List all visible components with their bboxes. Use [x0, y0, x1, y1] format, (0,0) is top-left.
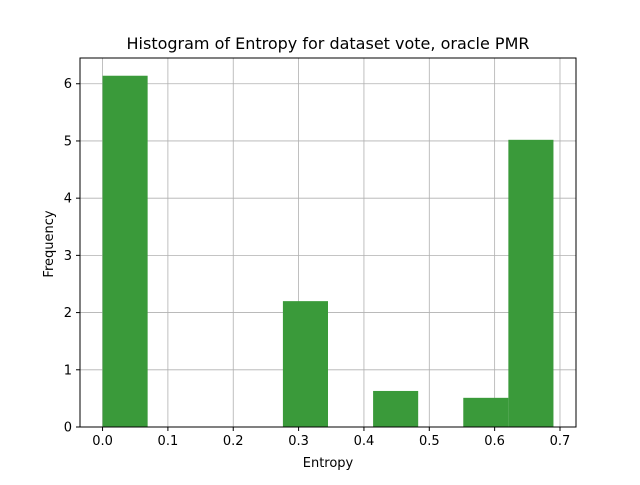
x-tick-label: 0.2: [223, 434, 244, 449]
histogram-bar: [463, 397, 509, 427]
x-tick-label: 0.6: [484, 434, 505, 449]
y-tick-label: 2: [64, 306, 72, 321]
histogram-bar: [282, 301, 328, 427]
x-tick-label: 0.3: [288, 434, 309, 449]
x-tick-label: 0.0: [92, 434, 113, 449]
y-tick-label: 6: [64, 77, 72, 92]
axes: 0.0 0.1 0.2 0.3 0.4 0.5 0.6 0.7 0 1 2 3 4 5 6: [64, 57, 577, 449]
histogram-bars: [102, 75, 554, 427]
x-tick-label: 0.7: [550, 434, 571, 449]
chart-title: Histogram of Entropy for dataset vote, o…: [127, 34, 530, 53]
y-tick-label: 5: [64, 134, 72, 149]
x-tick-label: 0.4: [354, 434, 375, 449]
y-tick-label: 4: [64, 192, 72, 207]
y-tick-label: 3: [64, 249, 72, 264]
x-axis-label: Entropy: [303, 456, 354, 471]
grid-lines: [80, 58, 576, 428]
y-tick-label: 0: [64, 421, 72, 436]
x-tick-label: 0.1: [158, 434, 179, 449]
y-axis-label: Frequency: [42, 210, 57, 277]
y-tick-label: 1: [64, 363, 72, 378]
histogram-bar: [102, 75, 148, 427]
histogram-bar: [373, 390, 419, 427]
x-tick-label: 0.5: [419, 434, 440, 449]
histogram-bar: [508, 139, 554, 427]
plot-frame: [79, 57, 577, 428]
